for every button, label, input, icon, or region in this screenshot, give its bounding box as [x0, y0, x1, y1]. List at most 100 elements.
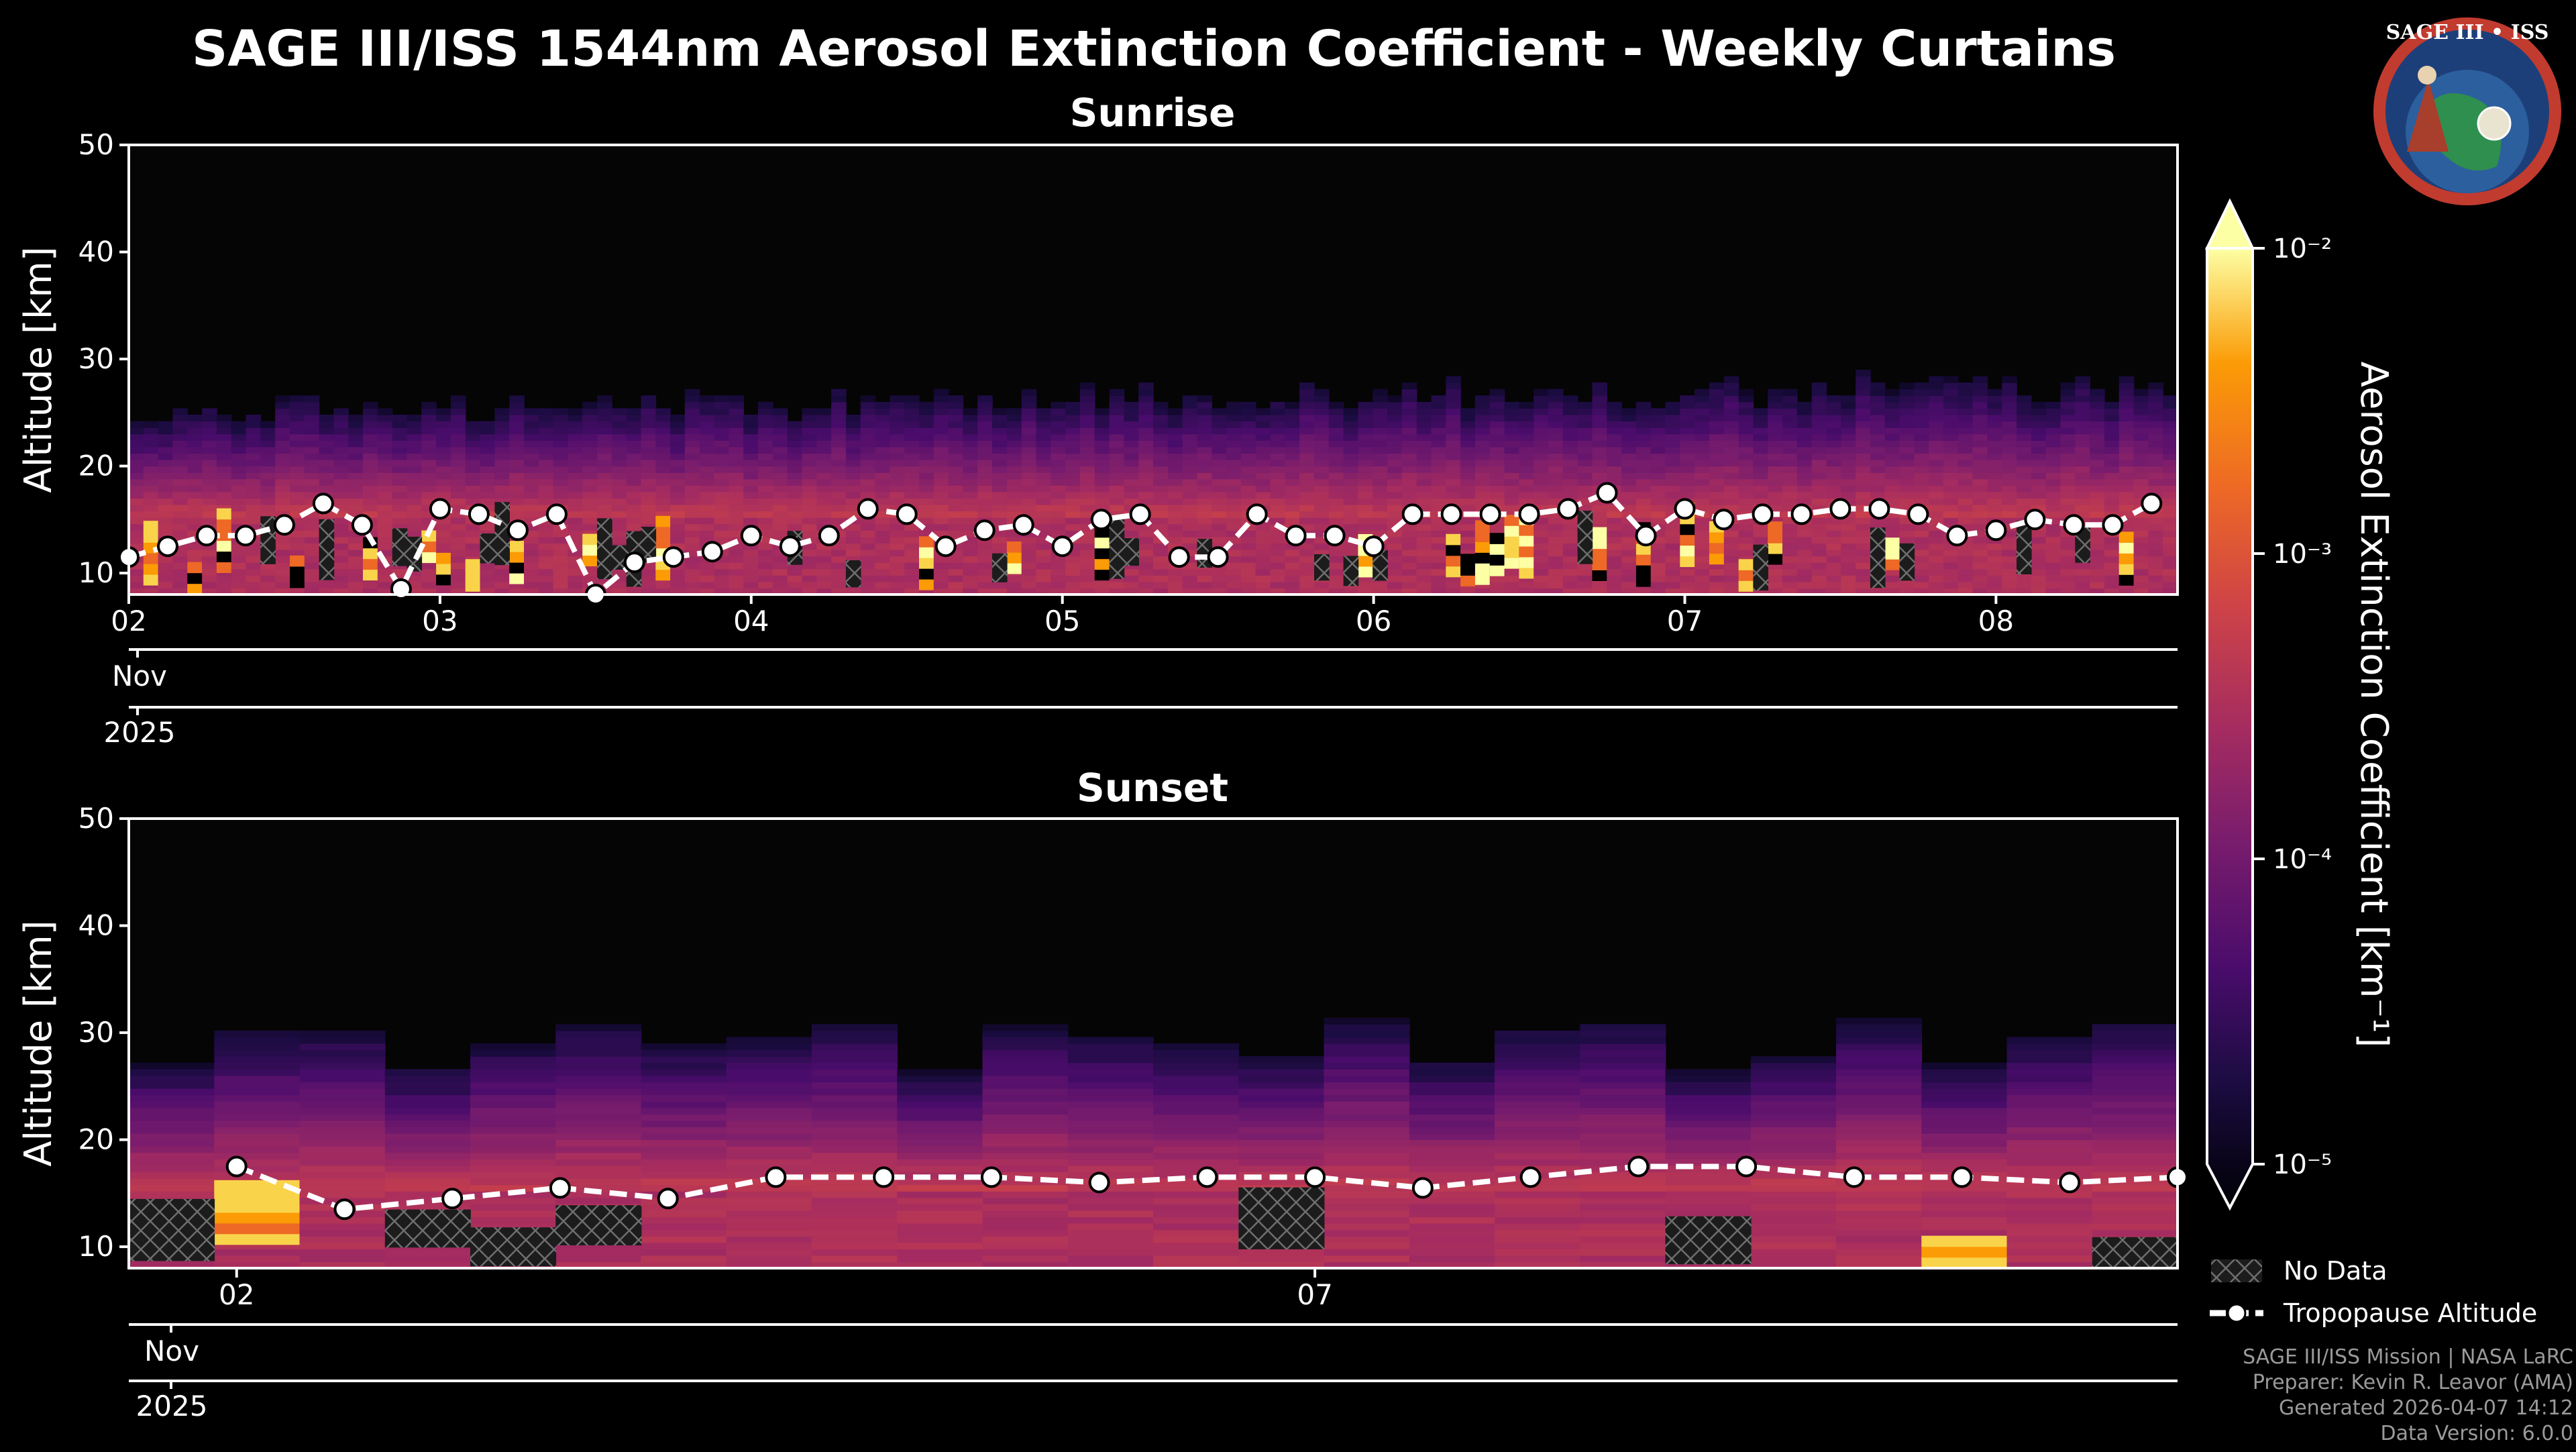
footer-credits: SAGE III/ISS Mission | NASA LaRC Prepare… — [2243, 1345, 2573, 1447]
tropopause-point — [1845, 1168, 1864, 1186]
figure-title: SAGE III/ISS 1544nm Aerosol Extinction C… — [192, 20, 2116, 78]
tropopause-point — [443, 1189, 462, 1208]
no-data-swatch — [2211, 1259, 2262, 1282]
tropopause-point — [1131, 505, 1150, 523]
tropopause-point — [1598, 484, 1617, 503]
tropopause-point — [1754, 505, 1772, 523]
tropopause-point — [1947, 526, 1966, 545]
tropopause-point — [1737, 1157, 1756, 1176]
footer-line: Generated 2026-04-07 14:12 — [2243, 1396, 2573, 1421]
tropopause-point — [197, 526, 216, 545]
tropopause-point — [353, 515, 372, 534]
mission-logo: SAGE III • ISS — [2373, 17, 2561, 205]
tropopause-point — [508, 521, 527, 539]
colorbar-bar — [2207, 248, 2253, 1208]
tropopause-point — [1792, 505, 1811, 523]
x-tick-label: 03 — [422, 605, 458, 637]
sunset-panel-title: Sunset — [1077, 765, 1228, 811]
tropopause-point — [470, 505, 488, 523]
tropopause-point — [742, 526, 761, 545]
tropopause-point — [1403, 505, 1422, 523]
tropopause-point — [2025, 510, 2044, 529]
x-tick-label: 02 — [111, 605, 146, 637]
tropopause-point — [975, 521, 994, 539]
tropopause-point — [766, 1168, 785, 1186]
tropopause-point — [1305, 1168, 1324, 1186]
no-data-legend-label: No Data — [2284, 1256, 2387, 1286]
tropopause-point — [1559, 499, 1578, 518]
y-tick-label: 50 — [78, 802, 114, 835]
x-tick-label: 07 — [1297, 1278, 1332, 1311]
sunrise-month-label: Nov — [112, 660, 167, 692]
tropopause-point — [2060, 1173, 2079, 1192]
tropopause-point — [874, 1168, 893, 1186]
sunset-y-label: Altitude [km] — [17, 920, 60, 1166]
y-tick-label: 10 — [78, 1230, 114, 1263]
x-tick-label: 08 — [1978, 605, 2014, 637]
tropopause-point — [982, 1168, 1001, 1186]
tropopause-point — [275, 515, 294, 534]
sunrise-year-label: 2025 — [104, 716, 176, 749]
colorbar-tick-marks — [2253, 248, 2265, 1164]
tropopause-point — [625, 553, 644, 572]
tropopause-point — [936, 537, 955, 556]
x-tick-label: 04 — [733, 605, 769, 637]
footer-line: Preparer: Kevin R. Leavor (AMA) — [2243, 1370, 2573, 1396]
sunset-year-label: 2025 — [136, 1390, 208, 1422]
tropopause-point — [158, 537, 177, 556]
tropopause-point — [1909, 505, 1927, 523]
tropopause-point — [547, 505, 566, 523]
tropopause-point — [1197, 1168, 1216, 1186]
tropopause-point — [1014, 515, 1033, 534]
tropopause-point — [227, 1157, 246, 1176]
tropopause-point — [1170, 548, 1189, 566]
sunrise-y-label: Altitude [km] — [17, 246, 60, 492]
legend: No Data Tropopause Altitude — [2210, 1256, 2537, 1328]
y-tick-label: 30 — [78, 342, 114, 375]
tropopause-point — [859, 499, 877, 518]
y-tick-label: 20 — [78, 450, 114, 482]
colorbar: 10⁻² 10⁻³ 10⁻⁴ 10⁻⁵ Aerosol Extinction C… — [2207, 201, 2396, 1208]
tropopause-point — [431, 499, 449, 518]
y-tick-label: 40 — [78, 236, 114, 268]
colorbar-label: Aerosol Extinction Coefficient [km⁻¹] — [2352, 362, 2396, 1048]
tropopause-point — [1092, 510, 1111, 529]
tropopause-point — [1953, 1168, 1972, 1186]
tropopause-point — [335, 1200, 354, 1218]
tropopause-point — [314, 494, 333, 513]
y-tick-label: 40 — [78, 909, 114, 942]
tropopause-point — [1870, 499, 1888, 518]
colorbar-tick-label: 10⁻⁴ — [2273, 844, 2332, 875]
tropopause-point — [1209, 548, 1228, 566]
tropopause-legend-label: Tropopause Altitude — [2283, 1298, 2537, 1328]
tropopause-point — [1287, 526, 1305, 545]
tropopause-point — [1413, 1178, 1432, 1197]
tropopause-point — [236, 526, 255, 545]
sunrise-heatmap — [129, 145, 2178, 595]
tropopause-point — [1676, 499, 1695, 518]
logo-text: SAGE III • ISS — [2386, 21, 2549, 44]
x-tick-label: 06 — [1356, 605, 1391, 637]
sunrise-panel-title: Sunrise — [1070, 90, 1236, 136]
tropopause-point — [659, 1189, 678, 1208]
tropopause-point — [1986, 521, 2005, 539]
tropopause-point — [1481, 505, 1500, 523]
tropopause-point — [1637, 526, 1656, 545]
footer-line: Data Version: 6.0.0 — [2243, 1421, 2573, 1447]
sunset-month-label: Nov — [144, 1335, 199, 1367]
tropopause-point — [1715, 510, 1733, 529]
tropopause-point — [1364, 537, 1383, 556]
tropopause-point — [703, 542, 722, 561]
tropopause-point — [898, 505, 916, 523]
tropopause-point — [664, 548, 683, 566]
tropopause-point — [2142, 494, 2161, 513]
tropopause-point — [781, 537, 800, 556]
footer-line: SAGE III/ISS Mission | NASA LaRC — [2243, 1345, 2573, 1370]
tropopause-legend-marker — [2228, 1304, 2245, 1322]
